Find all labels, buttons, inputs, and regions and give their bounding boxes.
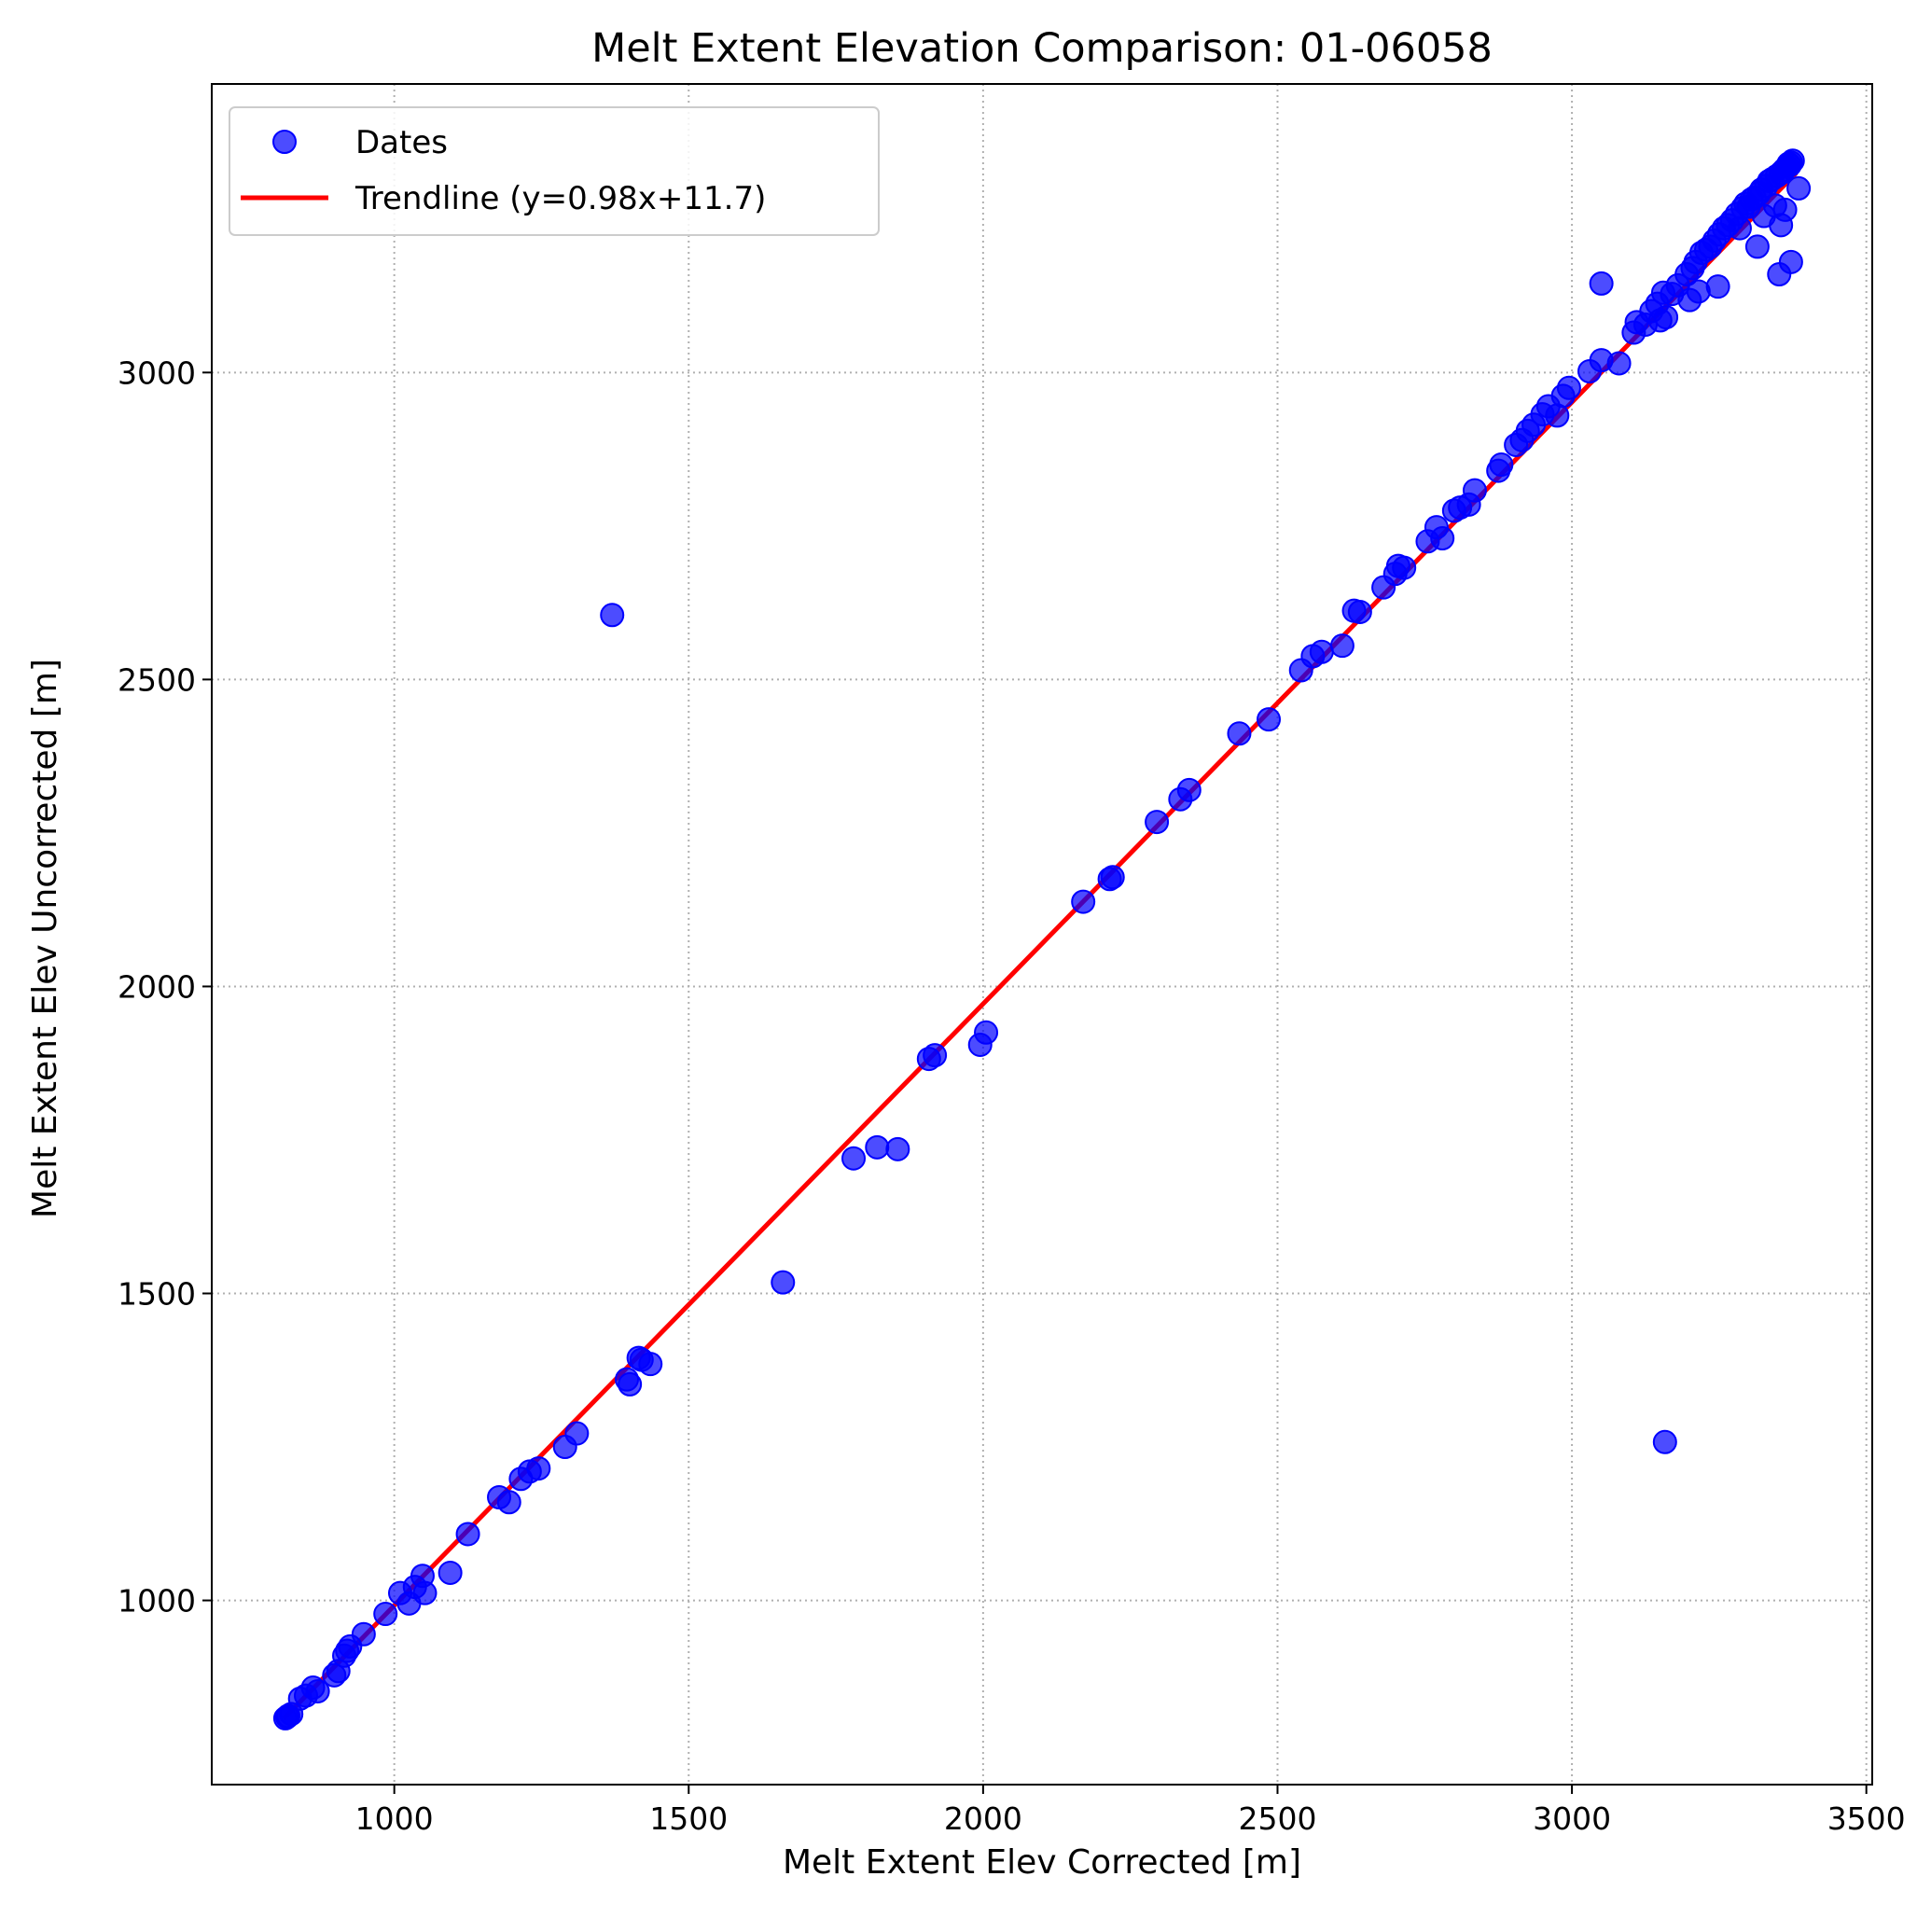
x-tick-label: 1000 bbox=[355, 1800, 434, 1837]
scatter-point bbox=[865, 1134, 890, 1160]
y-tick-label: 1000 bbox=[118, 1583, 196, 1619]
x-tick-label: 3500 bbox=[1827, 1800, 1906, 1837]
scatter-point bbox=[1589, 271, 1614, 296]
scatter-point bbox=[885, 1136, 910, 1161]
scatter-point bbox=[1430, 526, 1455, 551]
scatter-point bbox=[373, 1602, 398, 1627]
x-tick-label: 2000 bbox=[944, 1800, 1022, 1837]
scatter-point bbox=[1727, 215, 1752, 241]
scatter-point bbox=[564, 1421, 590, 1446]
scatter-point bbox=[1556, 375, 1581, 400]
scatter-point bbox=[1071, 889, 1096, 914]
scatter-point bbox=[638, 1352, 663, 1377]
scatter-point bbox=[496, 1490, 521, 1515]
plot-frame bbox=[211, 83, 1873, 1786]
scatter-point bbox=[1392, 555, 1417, 580]
scatter-point bbox=[1227, 721, 1252, 746]
scatter-point bbox=[351, 1621, 376, 1647]
legend: Dates Trendline (y=0.98x+11.7) bbox=[229, 106, 880, 236]
scatter-point bbox=[1778, 249, 1803, 274]
x-tick-label: 2500 bbox=[1238, 1800, 1316, 1837]
scatter-point bbox=[618, 1371, 643, 1397]
x-axis-label: Melt Extent Elev Corrected [m] bbox=[783, 1843, 1301, 1882]
y-tick-label: 2500 bbox=[118, 661, 196, 698]
x-axis-ticks: 1000 1500 2000 2500 3000 3500 bbox=[355, 1785, 1906, 1837]
scatter-point bbox=[305, 1678, 330, 1703]
y-tick-label: 3000 bbox=[118, 354, 196, 391]
y-axis-ticks: 1000 1500 2000 2500 3000 bbox=[118, 354, 212, 1619]
scatter-point bbox=[1705, 274, 1730, 299]
x-tick-label: 1500 bbox=[649, 1800, 728, 1837]
scatter-point bbox=[1329, 633, 1354, 659]
scatter-point bbox=[1309, 639, 1334, 664]
scatter-point bbox=[1606, 351, 1632, 376]
scatter-point bbox=[1744, 234, 1770, 259]
scatter-point bbox=[412, 1580, 438, 1605]
data-points bbox=[272, 148, 1812, 1730]
scatter-point bbox=[1780, 148, 1805, 174]
scatter-point bbox=[438, 1560, 463, 1585]
y-axis-label: Melt Extent Elev Uncorrected [m] bbox=[26, 659, 64, 1218]
scatter-point bbox=[455, 1522, 480, 1547]
scatter-point bbox=[771, 1270, 796, 1295]
chart-title: Melt Extent Elevation Comparison: 01-060… bbox=[591, 25, 1493, 72]
y-tick-label: 2000 bbox=[118, 968, 196, 1005]
legend-label-dates: Dates bbox=[355, 124, 448, 161]
legend-box bbox=[229, 106, 880, 236]
scatter-point bbox=[1145, 810, 1170, 835]
y-tick-label: 1500 bbox=[118, 1276, 196, 1313]
scatter-point bbox=[1347, 599, 1372, 624]
scatter-point bbox=[1176, 777, 1202, 802]
x-tick-label: 3000 bbox=[1533, 1800, 1611, 1837]
scatter-point bbox=[1100, 865, 1125, 890]
scatter-point bbox=[1654, 305, 1679, 330]
scatter-point bbox=[1489, 452, 1514, 478]
scatter-point bbox=[974, 1020, 999, 1045]
legend-label-trendline: Trendline (y=0.98x+11.7) bbox=[354, 180, 766, 217]
scatter-point bbox=[1462, 478, 1487, 503]
legend-marker-dates bbox=[272, 130, 297, 154]
scatter-point bbox=[841, 1146, 867, 1171]
scatter-point bbox=[600, 603, 625, 628]
scatter-point bbox=[526, 1456, 551, 1481]
scatter-point bbox=[923, 1043, 948, 1068]
scatter-point bbox=[1257, 707, 1282, 732]
scatter-point bbox=[1652, 1429, 1677, 1454]
scatter-point bbox=[1786, 175, 1812, 201]
scatter-point bbox=[1772, 197, 1798, 222]
